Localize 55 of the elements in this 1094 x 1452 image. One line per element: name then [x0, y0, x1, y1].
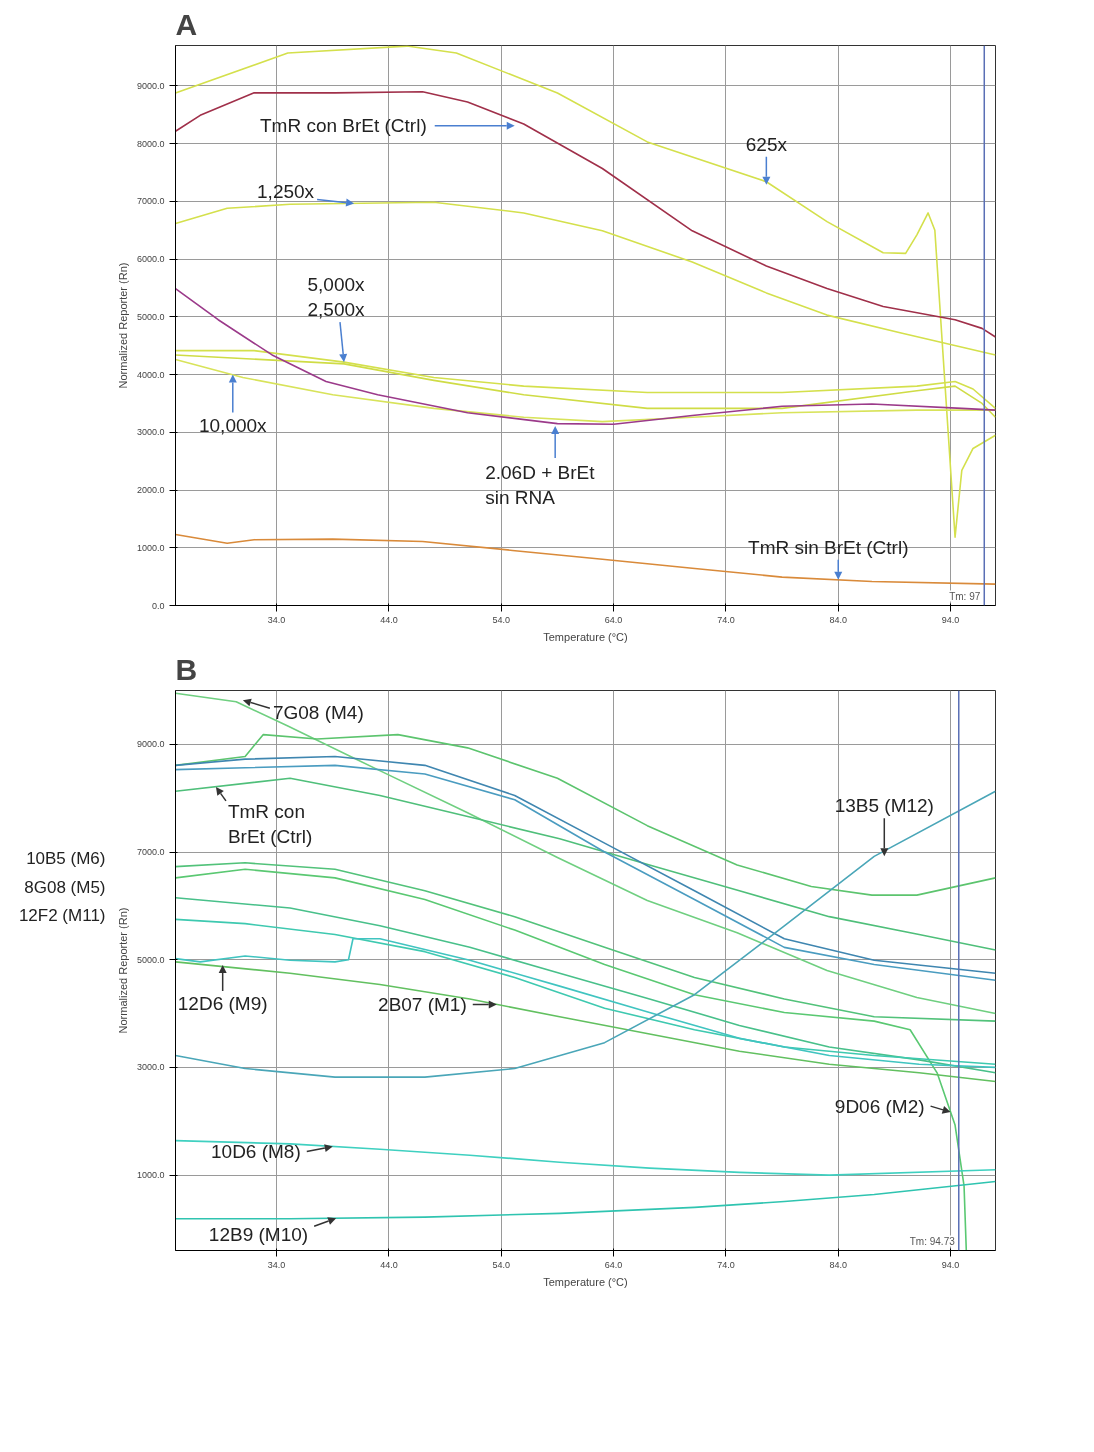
y-axis-title: Normalized Reporter (Rn) — [116, 262, 129, 389]
chart-title: B — [175, 652, 198, 686]
x-tick-label: 44.0 — [380, 614, 398, 625]
x-axis-title: Temperature (°C) — [543, 1275, 628, 1288]
annotation: 5,000x 2,500x — [307, 273, 366, 321]
x-tick-label: 74.0 — [717, 1259, 735, 1270]
y-tick-label: 3000.0 — [136, 427, 165, 438]
y-tick-label: 7000.0 — [136, 847, 165, 858]
annotation: TmR sin BrEt (Ctrl) — [748, 536, 909, 558]
x-tick-label: 84.0 — [829, 614, 848, 625]
annotation: 12B9 (M10) — [208, 1223, 309, 1245]
y-tick-label: 7000.0 — [136, 196, 165, 207]
x-tick-label: 64.0 — [604, 1259, 623, 1270]
y-axis-title: Normalized Reporter (Rn) — [116, 907, 129, 1034]
x-tick-label: 84.0 — [829, 1259, 848, 1270]
x-tick-label: 64.0 — [604, 614, 623, 625]
annotation: TmR con BrEt (Ctrl) — [259, 115, 427, 137]
y-tick-label: 4000.0 — [136, 369, 165, 380]
text: 12F2 (M11) — [18, 905, 106, 925]
y-tick-label: 1000.0 — [136, 542, 165, 553]
text: 10B5 (M6) — [26, 849, 106, 868]
x-tick-label: 34.0 — [267, 614, 286, 625]
annotation: 9D06 (M2) — [834, 1095, 925, 1117]
y-tick-label: 8000.0 — [136, 138, 165, 149]
y-tick-label: 0.0 — [151, 600, 165, 611]
x-tick-label: 54.0 — [492, 1259, 511, 1270]
annotation: 1,250x — [257, 180, 315, 202]
x-tick-label: 94.0 — [941, 1259, 960, 1270]
annotation: 13B5 (M12) — [834, 795, 934, 817]
x-tick-label: 34.0 — [267, 1259, 286, 1270]
x-tick-label: 94.0 — [941, 614, 960, 625]
text: 8G08 (M5) — [24, 877, 106, 897]
ref-line-label: Tm: 97 — [949, 590, 981, 602]
annotation: TmR con BrEt (Ctrl) — [227, 800, 313, 848]
x-tick-label: 74.0 — [717, 614, 735, 625]
ref-line-label: Tm: 94.73 — [909, 1235, 956, 1247]
x-tick-label: 44.0 — [380, 1259, 398, 1270]
y-tick-label: 6000.0 — [136, 254, 165, 265]
y-tick-label: 1000.0 — [136, 1170, 165, 1181]
annotation: 12D6 (M9) — [177, 993, 268, 1015]
annotation: 2B07 (M1) — [378, 993, 467, 1015]
annotation: 10D6 (M8) — [211, 1141, 301, 1163]
annotation: 7G08 (M4) — [272, 701, 364, 723]
y-tick-label: 5000.0 — [136, 954, 165, 965]
y-tick-label: 5000.0 — [136, 311, 165, 322]
y-tick-label: 2000.0 — [136, 485, 165, 496]
x-axis-title: Temperature (°C) — [543, 630, 628, 643]
y-tick-label: 9000.0 — [136, 80, 165, 91]
y-tick-label: 3000.0 — [136, 1062, 165, 1073]
annotation: 625x — [745, 133, 788, 155]
annotation: 2.06D + BrEt sin RNA — [485, 461, 596, 509]
y-tick-label: 9000.0 — [136, 739, 165, 750]
chart-title: A — [175, 7, 198, 41]
x-tick-label: 54.0 — [492, 614, 511, 625]
annotation: 10,000x — [198, 414, 268, 436]
